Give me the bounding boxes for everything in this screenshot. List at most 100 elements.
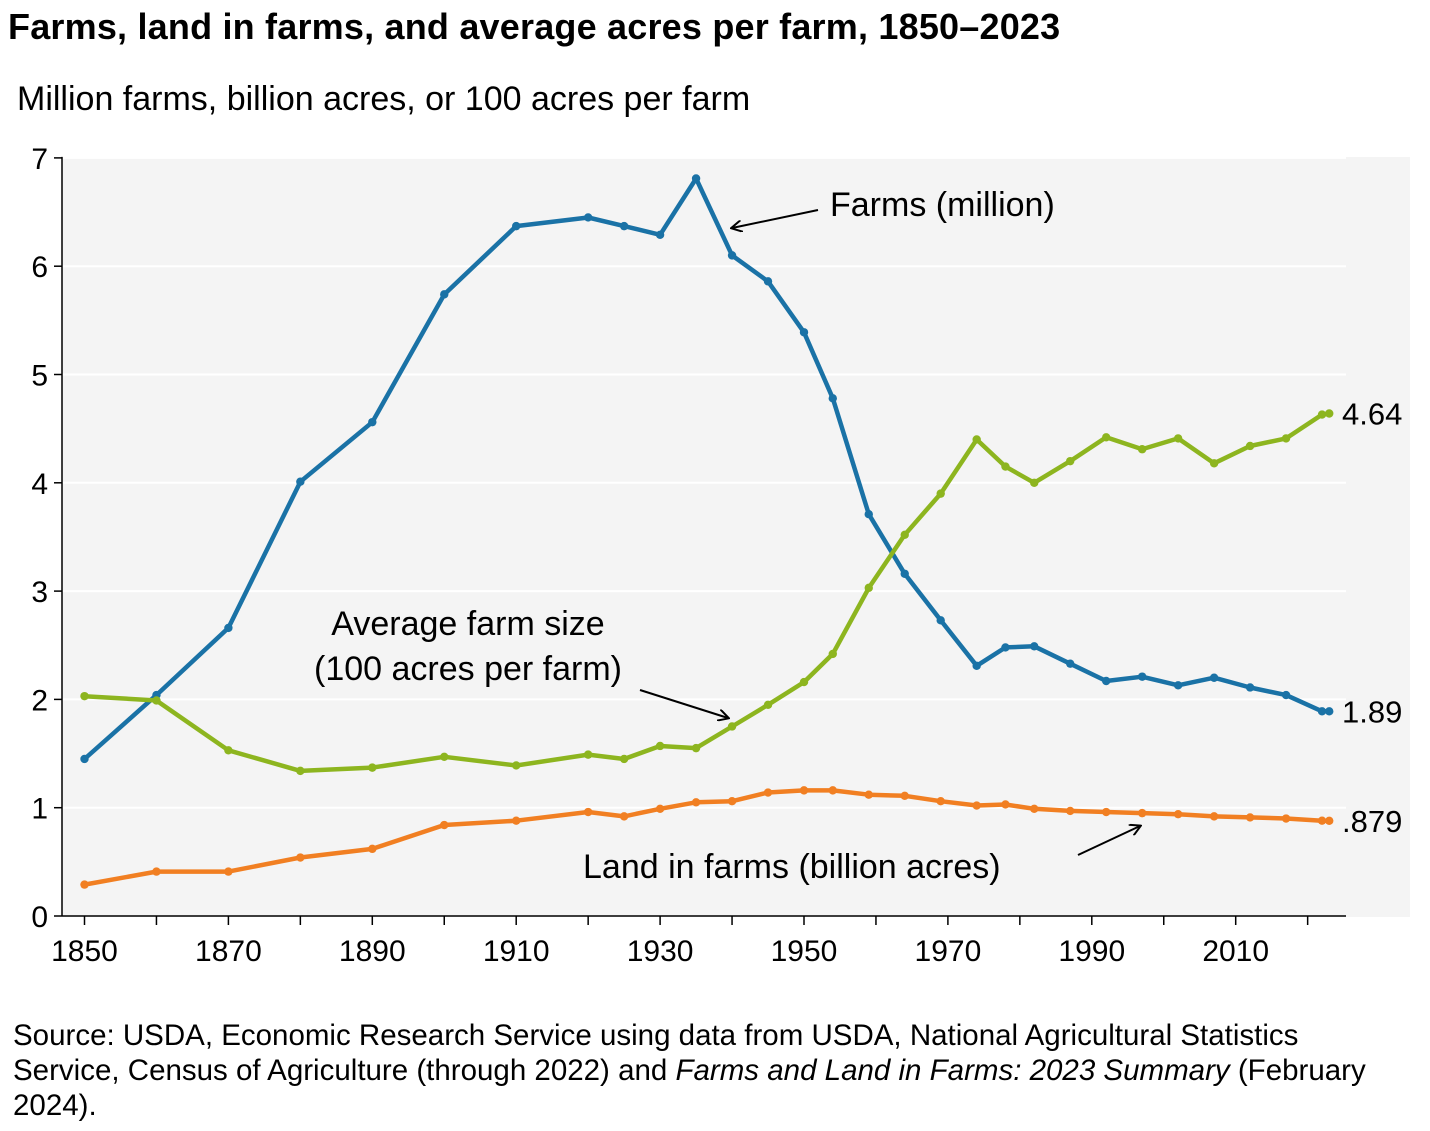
data-point-farms: [936, 616, 945, 625]
end-label-size: 4.64: [1342, 396, 1402, 431]
y-tick-label: 1: [31, 793, 48, 826]
data-point-farms: [80, 754, 89, 764]
data-point-size: [828, 649, 837, 659]
data-point-land: [900, 791, 909, 800]
data-point-land: [440, 820, 449, 830]
data-point-farms: [1030, 642, 1039, 651]
data-point-size: [972, 435, 981, 444]
annotation-farm-size-line2: (100 acres per farm): [314, 650, 622, 688]
data-point-land: [828, 786, 837, 795]
series-layer: 1.89 4.64 .879: [80, 174, 1402, 889]
data-point-land: [80, 880, 89, 889]
data-point-land: [936, 797, 945, 806]
x-tick-label: 1870: [195, 935, 262, 968]
x-tick-label: 1930: [627, 935, 694, 968]
data-point-size: [900, 530, 909, 539]
data-point-size: [440, 752, 449, 761]
source-publication-title: Farms and Land in Farms: 2023 Summary: [675, 1054, 1230, 1087]
series-line-size: [82, 411, 1332, 774]
data-point-land: [1209, 812, 1219, 821]
data-point-farms: [1209, 673, 1219, 682]
data-point-farms: [763, 277, 773, 286]
data-point-size: [80, 691, 89, 701]
end-label-land: .879: [1342, 804, 1402, 839]
data-point-farms: [799, 328, 809, 337]
data-point-land: [1325, 816, 1334, 826]
axes: 0 1 2 3 4 5 6 7 1850 1870 1890 1910 1930 1950 1970 1990…: [31, 143, 1346, 968]
annotation-farms: Farms (million): [830, 186, 1055, 224]
data-point-size: [763, 700, 773, 710]
data-point-farms: [1101, 676, 1111, 686]
data-point-size: [619, 754, 629, 764]
y-tick-label: 3: [31, 576, 48, 609]
y-tick-label: 0: [31, 901, 48, 934]
data-point-land: [864, 790, 873, 799]
data-point-land: [1137, 808, 1147, 818]
data-point-size: [1101, 433, 1111, 442]
data-point-land: [799, 786, 809, 795]
y-tick-label: 5: [31, 360, 48, 393]
data-point-farms: [691, 174, 701, 183]
y-tick-label: 7: [31, 143, 48, 176]
x-tick-label: 1970: [915, 935, 982, 968]
data-point-farms: [864, 510, 873, 519]
data-point-farms: [655, 230, 665, 239]
data-point-land: [224, 867, 233, 876]
data-point-size: [1173, 434, 1183, 443]
data-point-land: [583, 807, 593, 817]
x-tick-label: 2010: [1202, 935, 1269, 968]
x-tick-label: 1950: [771, 935, 838, 968]
y-axis-unit-label: Million farms, billion acres, or 100 acr…: [17, 80, 751, 118]
data-point-farms: [1317, 707, 1327, 716]
data-point-land: [1245, 813, 1255, 822]
annotation-arrow-farms: [732, 209, 819, 228]
gridlines: [62, 156, 1346, 809]
data-point-size: [1137, 445, 1147, 454]
data-point-farms: [512, 221, 521, 231]
data-point-land: [763, 788, 773, 797]
y-tick-label: 6: [31, 251, 48, 284]
source-text-end: (February 2024).: [13, 1054, 1366, 1122]
chart-title: Farms, land in farms, and average acres …: [8, 6, 1061, 47]
data-point-land: [1101, 807, 1111, 817]
data-point-size: [655, 741, 665, 751]
data-point-size: [799, 677, 809, 687]
source-text: Source: USDA, Economic Research Service …: [13, 1019, 1299, 1087]
data-point-size: [368, 763, 377, 772]
data-point-farms: [1245, 683, 1255, 692]
end-label-farms: 1.89: [1342, 694, 1402, 729]
data-point-size: [1001, 462, 1010, 471]
series-line-farms: [82, 176, 1332, 762]
data-point-farms: [1001, 643, 1010, 652]
data-point-size: [1317, 410, 1327, 419]
data-point-land: [152, 867, 161, 876]
source-note: Source: USDA, Economic Research Service …: [13, 1018, 1413, 1123]
x-tick-label: 1850: [51, 935, 118, 968]
data-point-farms: [440, 290, 449, 299]
annotation-land: Land in farms (billion acres): [583, 848, 1001, 886]
data-point-land: [1281, 814, 1291, 823]
annotation-arrow-land: [1077, 826, 1140, 856]
data-point-land: [1173, 809, 1183, 819]
data-point-size: [1066, 456, 1075, 466]
data-point-size: [512, 761, 521, 770]
annotation-farm-size-line1: Average farm size: [331, 605, 604, 643]
data-point-land: [691, 798, 701, 807]
data-point-farms: [727, 251, 737, 260]
data-point-size: [1030, 478, 1039, 487]
plot-background: [62, 157, 1410, 917]
data-point-farms: [1066, 659, 1075, 668]
data-point-farms: [583, 213, 593, 222]
data-point-land: [368, 844, 377, 854]
data-point-farms: [1137, 672, 1147, 681]
data-point-farms: [296, 477, 305, 486]
data-point-farms: [828, 394, 837, 403]
data-point-size: [296, 766, 305, 776]
data-point-size: [224, 746, 233, 755]
data-point-farms: [1281, 690, 1291, 700]
y-tick-label: 4: [31, 468, 48, 501]
data-point-size: [936, 489, 945, 498]
y-tick-label: 2: [31, 684, 48, 717]
data-point-land: [972, 801, 981, 810]
data-point-land: [512, 816, 521, 825]
